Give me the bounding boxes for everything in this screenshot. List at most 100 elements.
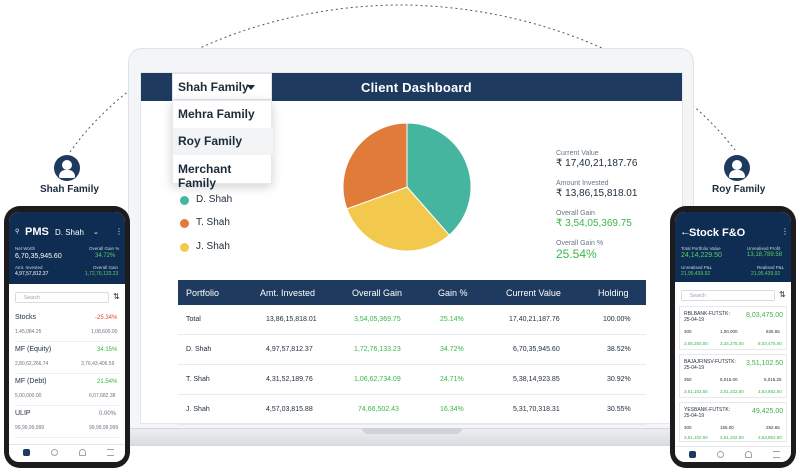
fo-row-ltp: 282.65 xyxy=(766,425,780,430)
table-row[interactable]: Total 13,86,15,818.01 3,54,05,369.75 25.… xyxy=(178,305,646,335)
table-row[interactable]: T. Shah 4,31,52,189.76 1,06,62,734.09 24… xyxy=(178,365,646,395)
family-option-merchant[interactable]: Merchant Family xyxy=(178,162,232,190)
fo-left2-value: 21,95,439.92 xyxy=(681,271,711,277)
table-row[interactable]: J. Shah 4,57,03,815.88 74,66,502.43 16.3… xyxy=(178,395,646,425)
cell-holding: 30.92% xyxy=(607,376,631,383)
fo-row-pl: 3,63,882.50 xyxy=(758,389,782,394)
family-option-mehra[interactable]: Mehra Family xyxy=(178,107,255,121)
list-item[interactable]: Stocks -25.34% 1,45,084.25 1,08,600.00 xyxy=(15,310,119,342)
fo-phone-screen: ← Stock F&O ⋮ Total Portfolio Value 24,1… xyxy=(675,212,791,462)
pms-row-pct: -25.34% xyxy=(95,315,118,321)
cell-overall-gain: 74,66,502.43 xyxy=(358,406,399,413)
pms-header: ⚲ PMS D. Shah ⌄ ⋮ Net Worth 6,70,35,945.… xyxy=(9,212,125,284)
overall-gain-label: Overall Gain xyxy=(556,210,595,217)
fo-row-name: RBLBANK-FUTSTK: xyxy=(684,311,730,317)
cell-gain-pct: 16.34% xyxy=(440,406,464,413)
family-select[interactable]: Shah Family xyxy=(172,73,272,100)
list-item[interactable]: ULIP 0.00% 99,99,99,999 99,99,99,999 xyxy=(15,406,119,438)
cell-amt-invested: 4,57,03,815.88 xyxy=(266,406,313,413)
bell-icon[interactable] xyxy=(745,451,752,458)
pms-row-name: ULIP xyxy=(15,410,31,417)
fo-row-date: 25-04-19 xyxy=(684,317,705,323)
pms-row-current: 1,08,600.00 xyxy=(91,329,118,335)
pms-search-input[interactable]: Search xyxy=(15,292,109,303)
legend-label-j-shah: J. Shah xyxy=(196,241,230,252)
list-item[interactable]: MF (Debt) 21.54% 5,00,000.00 6,07,682.38 xyxy=(15,374,119,406)
table-row[interactable]: D. Shah 4,97,57,812.37 1,72,76,133.23 34… xyxy=(178,335,646,365)
col-gain-pct[interactable]: Gain % xyxy=(438,288,468,298)
cell-amt-invested: 4,31,52,189.76 xyxy=(266,376,313,383)
list-item[interactable]: BAJAJFINSV-FUTSTK: 25-04-19 3,51,102.50 … xyxy=(679,354,787,398)
fo-bottom-nav xyxy=(675,446,791,462)
fo-row-ltp: 635.65 xyxy=(766,329,780,334)
col-holding[interactable]: Holding xyxy=(598,288,629,298)
fo-right2-value: 21,95,439.92 xyxy=(751,271,781,277)
filter-icon[interactable]: ⇅ xyxy=(113,292,120,301)
dashboard-title: Client Dashboard xyxy=(361,80,472,95)
legend-label-d-shah: D. Shah xyxy=(196,194,233,205)
menu-icon[interactable] xyxy=(107,449,114,456)
pms-row-invested: 2,80,62,266.74 xyxy=(15,361,49,367)
list-item[interactable]: RBLBANK-FUTSTK: 25-04-19 8,03,475.00 300… xyxy=(679,306,787,350)
fo-row-cost: 3,51,102.50 xyxy=(684,389,708,394)
list-item[interactable]: MF (Equity) 34.15% 2,80,62,266.74 3,76,4… xyxy=(15,342,119,374)
legend-dot-t-shah xyxy=(180,219,189,228)
home-icon[interactable] xyxy=(689,451,696,458)
col-overall-gain[interactable]: Overall Gain xyxy=(352,288,403,298)
fo-row-qty: 300 xyxy=(684,425,692,430)
pms-account[interactable]: D. Shah xyxy=(55,228,84,237)
cell-current-value: 6,70,35,945.60 xyxy=(513,346,560,353)
shah-family-label: Shah Family xyxy=(40,184,99,195)
legend-dot-j-shah xyxy=(180,243,189,252)
menu-icon[interactable] xyxy=(773,451,780,458)
cell-holding: 30.55% xyxy=(607,406,631,413)
fo-right-value: 13,18,789.58 xyxy=(747,252,783,258)
cell-portfolio: Total xyxy=(186,316,201,323)
fo-row-value: 49,425.00 xyxy=(752,408,784,415)
cell-overall-gain: 3,54,05,369.75 xyxy=(354,316,401,323)
overall-gain-pct-value: 25.54% xyxy=(556,247,597,261)
fo-left2-label: Unrealised P&L xyxy=(681,265,713,270)
pms-invested-label: Amt. Invested xyxy=(15,265,43,270)
col-amt-invested[interactable]: Amt. Invested xyxy=(260,288,316,298)
filter-icon[interactable]: ⇅ xyxy=(779,290,786,299)
search-icon[interactable] xyxy=(51,449,58,456)
cell-holding: 38.52% xyxy=(607,346,631,353)
roy-family-label: Roy Family xyxy=(712,184,766,195)
search-icon[interactable]: ⚲ xyxy=(15,229,20,235)
amount-invested-label: Amount Invested xyxy=(556,180,609,187)
fo-right2-label: Realised P&L xyxy=(757,265,785,270)
pie-slice-d-shah xyxy=(406,122,472,236)
more-vertical-icon[interactable]: ⋮ xyxy=(781,227,789,236)
pms-phone-frame: ⚲ PMS D. Shah ⌄ ⋮ Net Worth 6,70,35,945.… xyxy=(4,206,130,468)
bell-icon[interactable] xyxy=(79,449,86,456)
cell-portfolio: J. Shah xyxy=(186,406,210,413)
col-portfolio[interactable]: Portfolio xyxy=(186,288,220,298)
back-arrow-icon[interactable]: ← xyxy=(680,226,691,238)
pms-gain-value: 34.72% xyxy=(95,253,116,259)
portfolio-pie-chart xyxy=(342,122,472,252)
pms-current-value: 6,70,35,945.60 xyxy=(15,253,62,260)
legend-dot-d-shah xyxy=(180,196,189,205)
search-icon[interactable] xyxy=(717,451,724,458)
fo-header: ← Stock F&O ⋮ Total Portfolio Value 24,1… xyxy=(675,212,791,282)
col-current-value[interactable]: Current Value xyxy=(506,288,561,298)
cell-current-value: 5,38,14,923.85 xyxy=(513,376,560,383)
list-item[interactable]: YESBANK-FUTSTK: 25-04-19 49,425.00 300 1… xyxy=(679,402,787,442)
table-header: Portfolio Amt. Invested Overall Gain Gai… xyxy=(178,280,646,305)
roy-family-avatar-icon xyxy=(724,155,750,181)
cell-current-value: 5,31,70,318.31 xyxy=(513,406,560,413)
pms-row-current: 3,76,43,406.59 xyxy=(81,361,115,367)
family-option-roy[interactable]: Roy Family xyxy=(173,128,273,155)
more-vertical-icon[interactable]: ⋮ xyxy=(115,227,123,236)
chevron-down-icon[interactable]: ⌄ xyxy=(93,229,99,236)
fo-left-value: 24,14,229.50 xyxy=(681,252,722,259)
fo-left-label: Total Portfolio Value xyxy=(681,246,721,251)
fo-row-name: BAJAJFINSV-FUTSTK: xyxy=(684,359,736,365)
pms-current-label: Net Worth xyxy=(15,246,36,251)
home-icon[interactable] xyxy=(23,449,30,456)
cell-overall-gain: 1,06,62,734.09 xyxy=(354,376,401,383)
pms-row-current: 6,07,682.38 xyxy=(89,393,116,399)
fo-search-input[interactable]: Search xyxy=(681,290,775,301)
cell-amt-invested: 13,86,15,818.01 xyxy=(266,316,317,323)
